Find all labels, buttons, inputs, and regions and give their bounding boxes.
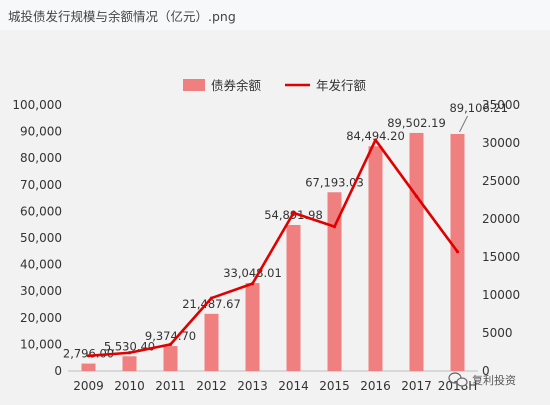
line-point (291, 211, 296, 215)
y-left-tick-label: 20,000 (20, 311, 62, 325)
y-left-tick-label: 30,000 (20, 284, 62, 298)
line-point (250, 282, 255, 286)
x-tick-label: 2009 (73, 379, 104, 393)
y-right-tick-label: 5000 (482, 326, 513, 340)
x-tick-label: 2017 (401, 379, 432, 393)
y-left-tick-label: 40,000 (20, 258, 62, 272)
y-left-tick-label: 80,000 (20, 151, 62, 165)
chart: 债券余额 年发行额 0 10,000 20,000 30,000 40,000 50,00… (12, 78, 520, 393)
y-left-tick-label: 50,000 (20, 231, 62, 245)
x-tick-label: 2016 (360, 379, 391, 393)
issuance-line (86, 138, 460, 358)
image-title-bar: 城投债发行规模与余额情况（亿元）.png (0, 0, 550, 31)
y-right-tick-label: 0 (482, 364, 490, 378)
line-point (455, 250, 460, 254)
y-right-tick-label: 25000 (482, 174, 520, 188)
y-right-tick-label: 15000 (482, 250, 520, 264)
bar (327, 192, 342, 371)
x-tick-label: 2010 (114, 379, 145, 393)
bar (368, 146, 383, 371)
chart-panel: 债券余额 年发行额 0 10,000 20,000 30,000 40,000 50,00… (0, 30, 550, 405)
watermark: 复利投资 (448, 372, 516, 387)
bar-data-label: 84,494.20 (346, 129, 405, 143)
bar (163, 346, 178, 371)
bar (286, 224, 301, 371)
y-right-tick-label: 10000 (482, 288, 520, 302)
y-left-tick-label: 100,000 (12, 98, 62, 112)
bar (81, 363, 96, 371)
line-point (86, 354, 91, 358)
y-left-tick-label: 60,000 (20, 204, 62, 218)
line-point (332, 225, 337, 229)
x-tick-label: 2014 (278, 379, 309, 393)
legend-label-bar: 债券余额 (211, 78, 262, 93)
y-left-tick-label: 0 (54, 364, 62, 378)
line-point (373, 138, 378, 142)
bar-data-label: 9,374.70 (145, 329, 196, 343)
image-filename: 城投债发行规模与余额情况（亿元）.png (8, 9, 236, 24)
bars (81, 132, 465, 371)
y-right-tick-label: 30000 (482, 136, 520, 150)
bar (409, 132, 424, 371)
y-right-tick-label: 35000 (482, 98, 520, 112)
y-left-tick-label: 70,000 (20, 178, 62, 192)
bar-data-label: 21,487.67 (182, 297, 241, 311)
bar-data-label: 2,796.00 (63, 347, 114, 361)
bar-data-label: 89,106.21 (449, 101, 508, 115)
y-left-tick-label: 90,000 (20, 125, 62, 139)
legend-swatch-bar (183, 79, 205, 91)
x-tick-label: 2012 (196, 379, 227, 393)
line-point (127, 351, 132, 355)
x-tick-label: 2011 (155, 379, 186, 393)
wechat-icon (448, 372, 468, 387)
y-right-tick-label: 20000 (482, 212, 520, 226)
line-point (209, 296, 214, 300)
line-point (414, 194, 419, 198)
bar-data-label: 89,502.19 (387, 116, 446, 130)
bar-data-label: 33,048.01 (223, 266, 282, 280)
x-tick-label: 2015 (319, 379, 350, 393)
y-left-tick-label: 10,000 (20, 337, 62, 351)
bar-data-label: 67,193.03 (305, 175, 364, 189)
watermark-text: 复利投资 (472, 373, 516, 387)
legend: 债券余额 年发行额 (183, 78, 367, 93)
legend-label-line: 年发行额 (316, 78, 367, 93)
line-series (88, 138, 459, 358)
x-tick-label: 2013 (237, 379, 268, 393)
bar (122, 356, 137, 371)
data-label-leader (459, 115, 468, 133)
bar (245, 283, 260, 371)
bar (204, 313, 219, 371)
line-point (168, 342, 173, 346)
